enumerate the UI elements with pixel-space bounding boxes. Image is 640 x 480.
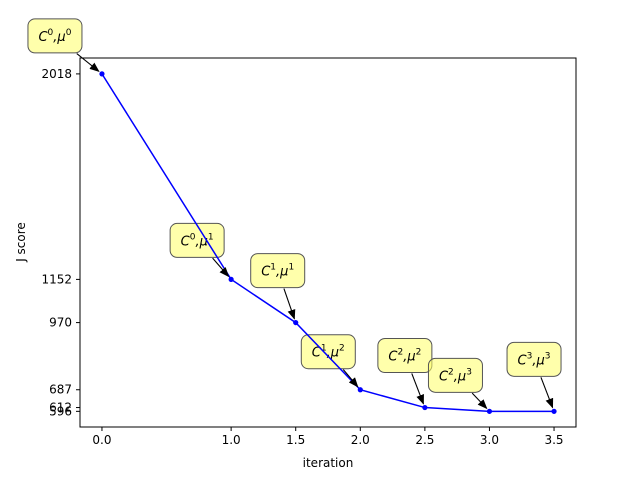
y-tick-label: 687 xyxy=(49,383,72,397)
annotation-box-bg xyxy=(377,338,433,374)
axis-ticks: 0.0 1.0 1.5 2.0 2.5 3.0 3.5 2018 1152 970 687 61259… xyxy=(41,67,563,447)
data-point xyxy=(228,276,234,282)
annotation-label: C1,μ1 xyxy=(261,263,294,280)
data-point xyxy=(551,408,557,414)
y-tick-label: 970 xyxy=(49,316,72,330)
x-tick-label: 3.5 xyxy=(544,433,563,447)
annotation-arrows xyxy=(76,53,554,410)
annotation-arrow xyxy=(540,377,554,409)
data-point xyxy=(293,319,299,326)
annotation-label: C3,μ3 xyxy=(518,351,551,368)
annotation-box-bg xyxy=(427,357,483,393)
annotation-label: C2,μ3 xyxy=(439,367,472,384)
annotation-box: C2,μ2 xyxy=(377,338,433,374)
data-point xyxy=(357,387,363,393)
annotation-box-bg xyxy=(169,222,225,258)
y-tick-label: 1152 xyxy=(41,272,72,286)
annotation-box-bg xyxy=(27,18,83,54)
annotation-arrow xyxy=(471,392,488,410)
data-point xyxy=(486,408,493,414)
y-axis-label: J score xyxy=(14,222,28,263)
x-tick-label: 0.0 xyxy=(92,433,111,447)
annotation-arrow xyxy=(411,373,424,405)
annotation-box: C3,μ3 xyxy=(506,341,562,377)
x-tick-label: 3.0 xyxy=(480,433,499,447)
y-tick-label: 612 xyxy=(49,401,72,415)
series-layer xyxy=(99,71,557,414)
annotation-box: C2,μ3 xyxy=(427,357,483,393)
x-tick-label: 1.0 xyxy=(222,433,241,447)
x-tick-label: 2.0 xyxy=(351,433,370,447)
annotation-box-bg xyxy=(250,253,306,289)
annotation-box: C0,μ0 xyxy=(27,18,83,54)
data-point xyxy=(99,71,105,77)
annotation-layer: C0,μ0 C0,μ1 C1,μ1 C1,μ2 C2,μ2 C2,μ3 C3,μ3 xyxy=(27,18,562,393)
annotation-arrow xyxy=(76,53,100,73)
annotation-box: C0,μ1 xyxy=(169,222,225,258)
annotation-arrow xyxy=(283,288,296,320)
annotation-arrow xyxy=(342,369,359,388)
annotation-box: C1,μ1 xyxy=(250,253,306,289)
annotation-label: C1,μ2 xyxy=(312,344,345,361)
annotation-box: C1,μ2 xyxy=(300,334,356,370)
annotation-label: C0,μ0 xyxy=(38,28,71,45)
x-tick-label: 1.5 xyxy=(286,433,305,447)
annotation-label: C2,μ2 xyxy=(388,348,421,365)
annotation-arrow xyxy=(212,257,230,278)
annotation-box-bg xyxy=(506,341,562,377)
y-tick-label: 2018 xyxy=(41,67,72,81)
x-tick-label: 2.5 xyxy=(415,433,434,447)
data-point xyxy=(422,404,428,411)
y-tick-label: 596 xyxy=(49,404,72,418)
plot-area-frame xyxy=(79,57,577,428)
annotation-label: C0,μ1 xyxy=(181,232,214,249)
x-axis-label: iteration xyxy=(303,456,354,470)
